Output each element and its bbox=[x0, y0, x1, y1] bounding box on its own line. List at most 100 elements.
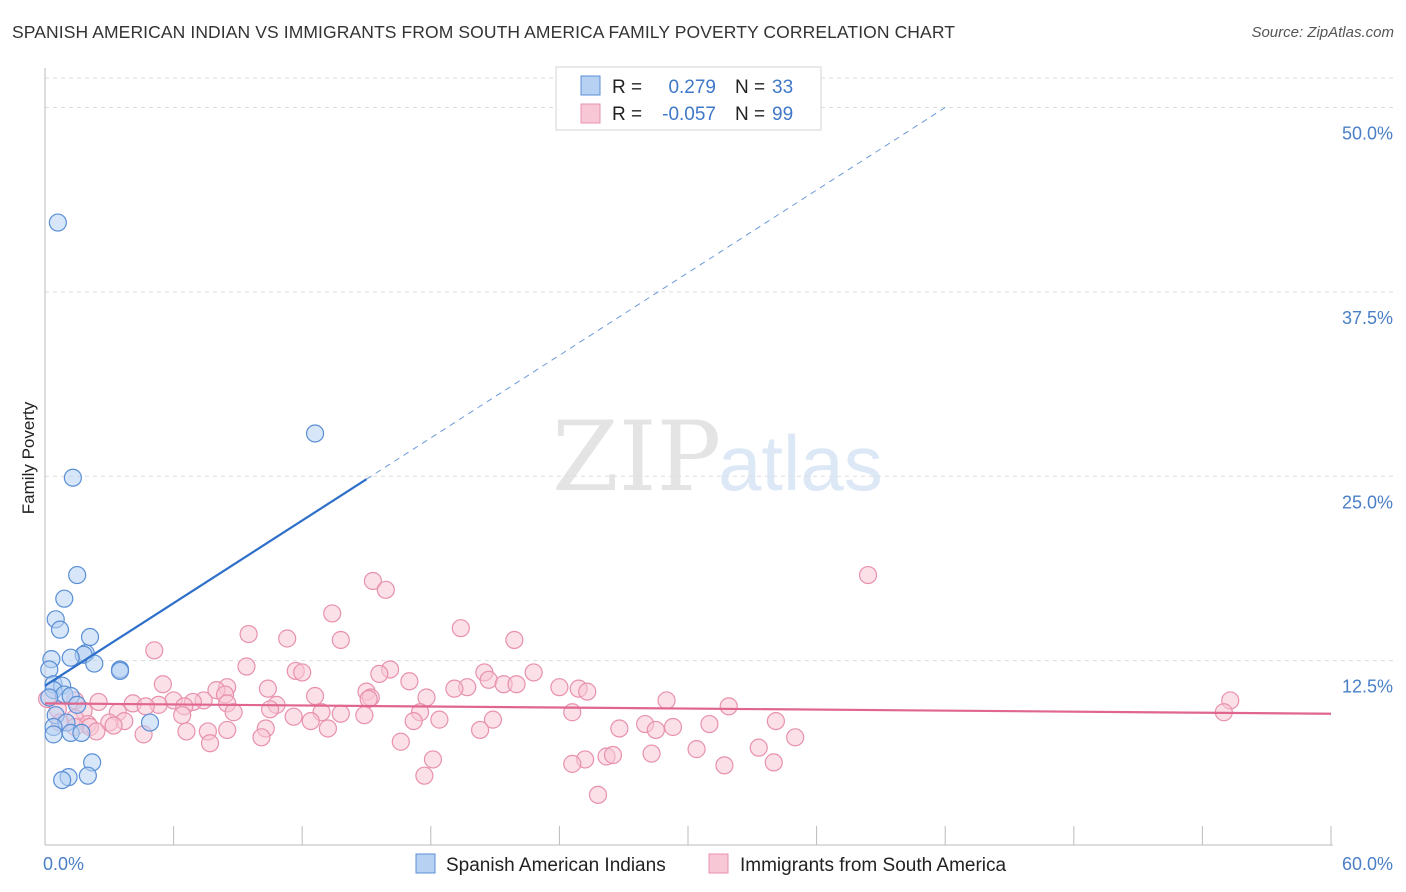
point-immigrants-south-america-103 bbox=[764, 753, 783, 772]
y-tick-labels: 12.5% 25.0% 37.5% 50.0% bbox=[1342, 124, 1393, 697]
point-immigrants-south-america-28 bbox=[258, 679, 278, 698]
point-immigrants-south-america-7 bbox=[331, 630, 350, 650]
point-spanish-american-indians-3 bbox=[68, 565, 87, 585]
correlation-legend: R = 0.279 N = 33 R = -0.057 N = 99 bbox=[555, 66, 822, 131]
watermark-zip: ZIP bbox=[552, 401, 721, 513]
watermark-atlas: atlas bbox=[718, 419, 883, 507]
point-immigrants-south-america-4 bbox=[451, 619, 470, 638]
point-immigrants-south-america-50 bbox=[657, 691, 676, 710]
point-immigrants-south-america-20 bbox=[507, 675, 526, 694]
point-immigrants-south-america-78 bbox=[700, 714, 719, 734]
point-immigrants-south-america-6 bbox=[278, 629, 297, 648]
point-immigrants-south-america-31 bbox=[305, 686, 325, 706]
point-immigrants-south-america-79 bbox=[766, 711, 785, 731]
series-immigrants-south-america bbox=[38, 565, 1240, 804]
point-immigrants-south-america-9 bbox=[145, 641, 164, 660]
point-immigrants-south-america-89 bbox=[252, 728, 271, 747]
point-immigrants-south-america-75 bbox=[404, 711, 423, 731]
legend-r-label-1: R = bbox=[612, 77, 642, 98]
point-immigrants-south-america-104 bbox=[415, 766, 434, 785]
point-immigrants-south-america-92 bbox=[786, 728, 805, 747]
bottom-legend-label-pink: Immigrants from South America bbox=[740, 855, 1007, 876]
point-immigrants-south-america-97 bbox=[749, 738, 768, 757]
legend-swatch-blue bbox=[580, 75, 601, 96]
point-immigrants-south-america-12 bbox=[293, 663, 312, 682]
point-immigrants-south-america-16 bbox=[524, 663, 543, 682]
point-immigrants-south-america-47 bbox=[136, 697, 155, 716]
point-immigrants-south-america-39 bbox=[89, 692, 108, 712]
point-immigrants-south-america-87 bbox=[470, 720, 490, 740]
point-immigrants-south-america-10 bbox=[237, 657, 256, 676]
point-spanish-american-indians-7 bbox=[80, 627, 100, 647]
point-spanish-american-indians-4 bbox=[55, 589, 74, 608]
legend-n-label-2: N = bbox=[735, 104, 765, 125]
bottom-legend-swatch-pink bbox=[708, 853, 729, 874]
point-immigrants-south-america-73 bbox=[104, 716, 123, 735]
y-axis-label: Family Poverty bbox=[19, 401, 38, 514]
point-spanish-american-indians-10 bbox=[61, 648, 80, 667]
point-immigrants-south-america-30 bbox=[578, 682, 597, 701]
point-immigrants-south-america-58 bbox=[331, 704, 350, 723]
point-immigrants-south-america-60 bbox=[563, 703, 582, 722]
point-immigrants-south-america-102 bbox=[715, 756, 734, 775]
point-immigrants-south-america-101 bbox=[603, 745, 623, 765]
point-immigrants-south-america-63 bbox=[355, 706, 374, 725]
point-immigrants-south-america-61 bbox=[173, 706, 192, 725]
legend-swatch-pink bbox=[580, 103, 601, 124]
series-spanish-american-indians bbox=[40, 213, 325, 790]
point-immigrants-south-america-83 bbox=[177, 722, 196, 741]
point-spanish-american-indians-6 bbox=[50, 620, 70, 639]
point-immigrants-south-america-51 bbox=[719, 697, 738, 716]
legend-n-label-1: N = bbox=[735, 77, 765, 98]
point-immigrants-south-america-94 bbox=[642, 744, 661, 763]
source-label: Source: ZipAtlas.com bbox=[1251, 24, 1394, 41]
point-immigrants-south-america-90 bbox=[391, 732, 410, 751]
point-immigrants-south-america-88 bbox=[610, 719, 629, 738]
point-immigrants-south-america-80 bbox=[218, 720, 237, 740]
point-spanish-american-indians-29 bbox=[44, 725, 63, 744]
point-spanish-american-indians-1 bbox=[63, 468, 82, 487]
point-immigrants-south-america-56 bbox=[224, 703, 243, 722]
point-spanish-american-indians-25 bbox=[140, 713, 160, 732]
point-spanish-american-indians-2 bbox=[305, 424, 325, 443]
y-tick-label-3: 50.0% bbox=[1342, 124, 1393, 144]
y-tick-label-0: 12.5% bbox=[1342, 677, 1393, 697]
point-spanish-american-indians-33 bbox=[53, 770, 72, 790]
y-tick-label-1: 25.0% bbox=[1342, 492, 1393, 512]
point-spanish-american-indians-28 bbox=[72, 723, 91, 743]
point-immigrants-south-america-17 bbox=[479, 670, 498, 689]
x-tick-label-0: 0.0% bbox=[43, 854, 84, 874]
legend-r-label-2: R = bbox=[612, 104, 642, 125]
bottom-legend-swatch-blue bbox=[415, 853, 436, 874]
y-tick-label-2: 37.5% bbox=[1342, 308, 1393, 328]
point-immigrants-south-america-105 bbox=[588, 785, 608, 804]
point-immigrants-south-america-25 bbox=[153, 675, 172, 694]
point-immigrants-south-america-22 bbox=[445, 679, 464, 698]
point-immigrants-south-america-93 bbox=[646, 720, 665, 740]
point-immigrants-south-america-8 bbox=[505, 630, 524, 650]
trend-line-blue-extension bbox=[366, 107, 946, 480]
point-immigrants-south-america-14 bbox=[370, 664, 389, 684]
x-ticks: 0.0% 60.0% bbox=[43, 826, 1393, 874]
point-spanish-american-indians-22 bbox=[68, 695, 87, 714]
point-immigrants-south-america-66 bbox=[430, 710, 449, 729]
legend-r-value-1: 0.279 bbox=[668, 77, 716, 98]
point-spanish-american-indians-32 bbox=[78, 766, 97, 785]
point-immigrants-south-america-5 bbox=[239, 624, 258, 644]
point-immigrants-south-america-77 bbox=[663, 717, 683, 737]
point-immigrants-south-america-85 bbox=[87, 722, 106, 741]
trend-lines bbox=[44, 107, 1332, 715]
legend-n-value-1: 33 bbox=[772, 77, 793, 98]
point-immigrants-south-america-91 bbox=[200, 734, 220, 753]
trend-line-blue bbox=[44, 478, 368, 687]
point-immigrants-south-america-0 bbox=[858, 565, 878, 585]
point-immigrants-south-america-3 bbox=[323, 604, 342, 623]
point-immigrants-south-america-96 bbox=[687, 740, 706, 759]
bottom-legend-label-blue: Spanish American Indians bbox=[446, 855, 666, 876]
point-immigrants-south-america-99 bbox=[423, 750, 443, 769]
point-immigrants-south-america-62 bbox=[284, 707, 303, 726]
point-immigrants-south-america-23 bbox=[550, 678, 569, 697]
point-immigrants-south-america-100 bbox=[563, 754, 582, 773]
point-spanish-american-indians-14 bbox=[110, 661, 130, 681]
